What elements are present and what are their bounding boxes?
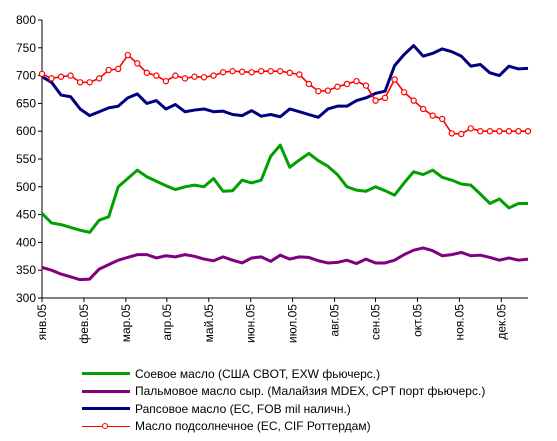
- series-point-3: [296, 71, 303, 78]
- series-point-3: [410, 97, 417, 104]
- y-tick-label: 650: [16, 96, 36, 110]
- series-point-3: [343, 80, 351, 88]
- series-point-3: [277, 67, 284, 75]
- series-point-3: [172, 72, 179, 79]
- x-tick-label: окт.05: [410, 304, 424, 337]
- series-point-3: [48, 75, 55, 82]
- series-line-1: [41, 246, 529, 282]
- series-point-3: [448, 130, 455, 137]
- series-point-3: [219, 69, 227, 76]
- series-point-3: [439, 115, 446, 123]
- series-point-3: [210, 72, 217, 79]
- series-point-3: [458, 130, 465, 138]
- series-point-3: [191, 73, 198, 80]
- series-point-3: [324, 87, 332, 94]
- y-tick-label: 550: [16, 152, 36, 166]
- y-tick-label: 400: [16, 235, 36, 249]
- series-line-2: [41, 44, 529, 119]
- x-tick-label: май.05: [202, 304, 216, 343]
- x-tick-label: янв.05: [35, 304, 49, 341]
- y-tick-label: 300: [16, 291, 36, 305]
- y-tick-label: 350: [16, 263, 36, 277]
- series-point-3: [372, 97, 379, 104]
- series-point-3: [248, 69, 255, 76]
- series-point-3: [105, 66, 112, 74]
- y-tick-label: 750: [16, 41, 36, 55]
- series-point-3: [38, 70, 46, 78]
- series-point-3: [315, 87, 322, 95]
- series-point-3: [257, 67, 265, 75]
- legend-marker: [102, 423, 108, 430]
- x-tick-label: июл.05: [286, 304, 300, 343]
- series-point-3: [429, 112, 436, 119]
- series-line-3: [41, 54, 528, 135]
- y-tick-label: 800: [16, 13, 36, 27]
- series-point-3: [86, 79, 93, 86]
- series-point-3: [143, 69, 151, 77]
- series-point-3: [391, 76, 398, 83]
- y-tick-label: 500: [16, 180, 36, 194]
- series-point-3: [115, 65, 122, 73]
- legend-entry: Масло подсолнечное (ЕС, CIF Роттердам): [82, 418, 485, 436]
- x-tick-label: мар.05: [119, 304, 133, 343]
- legend-label: Масло подсолнечное (ЕС, CIF Роттердам): [135, 419, 371, 434]
- legend-swatch: [82, 407, 130, 411]
- series-point-3: [353, 77, 360, 85]
- series-point-3: [477, 127, 484, 135]
- x-tick-label: авг.05: [328, 304, 342, 337]
- series-point-3: [419, 105, 427, 113]
- legend-swatch: [82, 372, 130, 376]
- y-tick-label: 700: [16, 69, 36, 83]
- series-point-3: [505, 127, 513, 135]
- legend-entry: Пальмовое масло сыр. (Малайзия MDEX, CPT…: [82, 383, 485, 401]
- series-line-0: [40, 143, 528, 234]
- series-point-3: [95, 75, 103, 82]
- series-point-3: [134, 60, 141, 67]
- legend-label: Соевое масло (США CBOT, EXW фьючерс.): [135, 366, 381, 381]
- series-point-3: [305, 80, 313, 88]
- x-tick-label: фев.05: [77, 304, 91, 344]
- series-point-3: [267, 67, 274, 75]
- series-point-3: [362, 82, 370, 89]
- series-point-3: [162, 77, 170, 85]
- series-point-3: [76, 79, 84, 86]
- x-tick-label: ноя.05: [452, 304, 466, 341]
- series-point-3: [181, 75, 189, 82]
- legend-entry: Соевое масло (США CBOT, EXW фьючерс.): [82, 365, 485, 383]
- legend-entry: Рапсовое масло (ЕС, FOB mil наличн.): [82, 400, 485, 418]
- series-point-3: [57, 73, 65, 80]
- series-point-3: [286, 69, 293, 77]
- series-point-3: [486, 127, 494, 135]
- y-tick-label: 450: [16, 208, 36, 222]
- series-point-3: [67, 72, 74, 79]
- series-point-3: [381, 94, 389, 102]
- series-point-3: [524, 127, 532, 135]
- x-tick-label: дек.05: [494, 304, 508, 340]
- legend-swatch: [82, 389, 130, 393]
- series-point-3: [515, 127, 522, 135]
- legend: Соевое масло (США CBOT, EXW фьючерс.) Пал…: [82, 365, 485, 435]
- plot-area: 300 350 400 450 500 550 600 650 700 750 800 янв.05 ф…: [16, 13, 532, 344]
- x-tick-label: июн.05: [244, 304, 258, 343]
- legend-swatch: [82, 423, 130, 430]
- series-point-3: [124, 51, 131, 59]
- series-point-3: [467, 125, 475, 132]
- series-point-3: [238, 68, 246, 75]
- series-point-3: [200, 74, 208, 81]
- series-point-3: [400, 89, 408, 96]
- series-point-3: [229, 67, 236, 75]
- series-point-3: [496, 127, 503, 135]
- legend-label: Рапсовое масло (ЕС, FOB mil наличн.): [135, 401, 351, 416]
- x-tick-label: апр.05: [160, 304, 174, 341]
- series-point-3: [334, 83, 341, 90]
- y-tick-label: 600: [16, 124, 36, 138]
- series-point-3: [153, 72, 160, 79]
- legend-label: Пальмовое масло сыр. (Малайзия MDEX, CPT…: [135, 384, 486, 399]
- x-tick-label: сен.05: [369, 304, 383, 340]
